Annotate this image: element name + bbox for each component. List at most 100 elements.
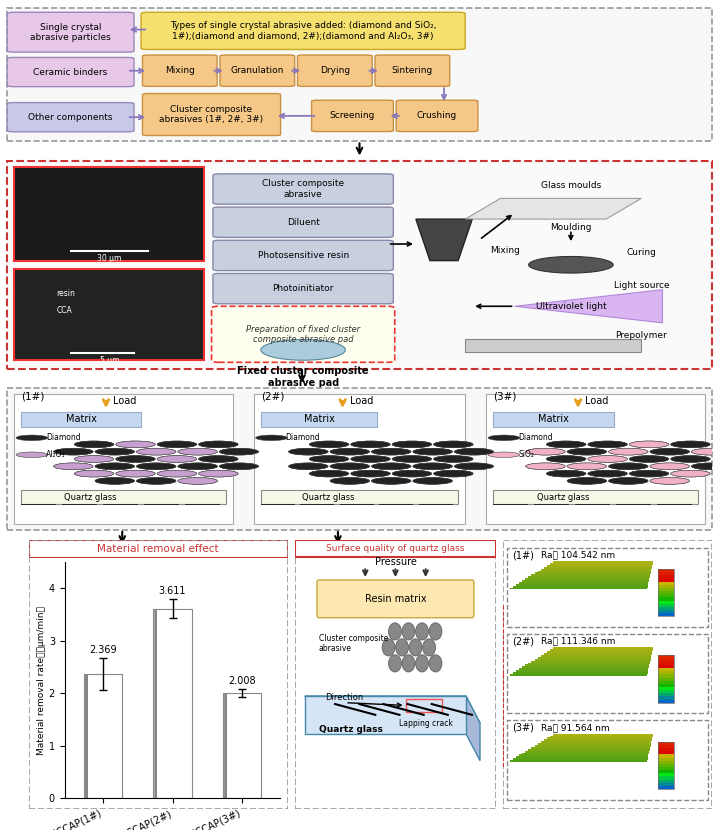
Text: Photosensitive resin: Photosensitive resin (257, 251, 349, 260)
Ellipse shape (16, 452, 47, 457)
Bar (658, 665, 674, 668)
Ellipse shape (54, 448, 93, 455)
Text: 3.611: 3.611 (159, 586, 186, 596)
Ellipse shape (608, 463, 648, 470)
Ellipse shape (608, 477, 648, 484)
Bar (550, 649, 653, 652)
Bar (86, 674, 88, 798)
Text: Diluent: Diluent (287, 217, 319, 227)
Ellipse shape (454, 448, 494, 455)
Bar (658, 656, 674, 659)
Bar (85, 674, 86, 798)
Ellipse shape (528, 256, 613, 273)
FancyBboxPatch shape (213, 173, 393, 204)
Ellipse shape (74, 456, 114, 462)
Bar (261, 490, 458, 504)
Text: Quartz glass: Quartz glass (319, 725, 383, 735)
Ellipse shape (454, 463, 494, 470)
Bar (658, 696, 674, 700)
FancyBboxPatch shape (7, 12, 134, 52)
Bar (513, 672, 648, 674)
Text: resin: resin (57, 290, 75, 298)
Text: Screening: Screening (330, 111, 375, 120)
Bar (513, 759, 648, 760)
Text: Cluster composite
abrasives (1#, 2#, 3#): Cluster composite abrasives (1#, 2#, 3#) (160, 105, 264, 124)
Ellipse shape (567, 463, 607, 470)
Bar (547, 565, 652, 567)
Bar (658, 742, 674, 745)
Bar (658, 779, 674, 783)
Ellipse shape (629, 471, 669, 477)
Ellipse shape (413, 463, 452, 470)
Bar (85, 674, 86, 798)
Bar (224, 693, 226, 798)
Ellipse shape (95, 448, 134, 455)
Bar (224, 693, 226, 798)
Text: Crushing: Crushing (417, 111, 457, 120)
Circle shape (402, 655, 415, 672)
Ellipse shape (137, 477, 176, 484)
Ellipse shape (413, 448, 452, 455)
Bar (528, 749, 650, 750)
Text: Load: Load (349, 396, 373, 406)
Bar (84, 674, 86, 798)
Ellipse shape (330, 448, 370, 455)
Ellipse shape (116, 471, 155, 477)
Ellipse shape (392, 456, 431, 462)
Polygon shape (515, 290, 662, 323)
Text: Single crystal
abrasive particles: Single crystal abrasive particles (30, 22, 111, 42)
Ellipse shape (116, 441, 155, 447)
Text: Curing: Curing (626, 248, 656, 256)
Bar (154, 608, 156, 798)
Text: Resin matrix: Resin matrix (365, 593, 426, 604)
Bar (658, 690, 674, 693)
Ellipse shape (650, 448, 690, 455)
Circle shape (388, 655, 401, 672)
Ellipse shape (671, 456, 710, 462)
Bar (658, 764, 674, 767)
Bar (658, 751, 674, 754)
Bar (658, 579, 674, 582)
Bar (295, 540, 496, 557)
Ellipse shape (692, 463, 719, 470)
Bar (550, 735, 653, 738)
Ellipse shape (588, 471, 627, 477)
Ellipse shape (309, 471, 349, 477)
Bar (658, 745, 674, 748)
Text: (2#): (2#) (512, 637, 533, 647)
FancyBboxPatch shape (213, 273, 393, 304)
Ellipse shape (692, 448, 719, 455)
Bar (658, 569, 674, 617)
Ellipse shape (74, 441, 114, 447)
Ellipse shape (137, 477, 176, 484)
Ellipse shape (74, 441, 114, 447)
Bar (547, 652, 652, 653)
FancyBboxPatch shape (213, 240, 393, 271)
Bar (538, 657, 651, 659)
Text: Moulding: Moulding (550, 223, 592, 232)
Ellipse shape (116, 441, 155, 447)
Ellipse shape (198, 471, 238, 477)
Text: Cluster composite
abrasive: Cluster composite abrasive (262, 179, 344, 198)
Ellipse shape (219, 448, 259, 455)
Ellipse shape (330, 477, 370, 484)
Bar (541, 741, 651, 743)
Bar (84, 674, 86, 798)
Bar (155, 608, 156, 798)
FancyBboxPatch shape (298, 55, 372, 86)
Text: (1#): (1#) (512, 550, 533, 560)
Bar (522, 753, 649, 754)
Bar (154, 608, 155, 798)
Bar (522, 666, 649, 668)
Bar (528, 662, 650, 664)
Bar (658, 742, 674, 789)
Bar (155, 608, 157, 798)
Ellipse shape (546, 456, 586, 462)
Bar (85, 674, 87, 798)
Bar (22, 413, 142, 427)
Ellipse shape (671, 471, 710, 477)
Bar (155, 608, 157, 798)
Bar (658, 613, 674, 617)
Bar (658, 767, 674, 770)
Ellipse shape (178, 448, 217, 455)
